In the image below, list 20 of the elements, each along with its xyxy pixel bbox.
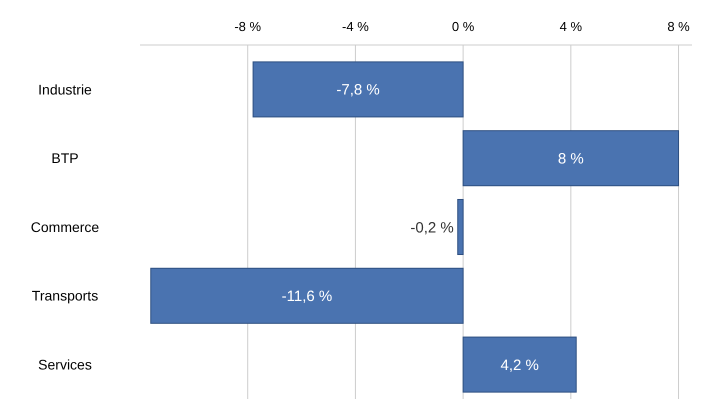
data-label: -0,2 %	[410, 219, 454, 236]
x-tick-label: 8 %	[667, 19, 690, 34]
y-tick-label: BTP	[51, 150, 79, 166]
bar	[150, 268, 464, 324]
data-label: -11,6 %	[282, 288, 332, 306]
x-tick-label: -4 %	[342, 19, 370, 34]
bar	[462, 130, 680, 186]
bar	[252, 61, 464, 118]
y-tick-label: Services	[38, 356, 92, 372]
bar	[462, 336, 577, 393]
x-tick-label: 4 %	[560, 19, 582, 34]
y-tick-label: Transports	[32, 288, 98, 304]
data-label: 8 %	[558, 150, 584, 168]
x-tick-label: -8 %	[234, 19, 262, 34]
data-label: -7,8 %	[336, 82, 380, 99]
x-tick-label: 0 %	[452, 19, 475, 34]
y-tick-label: Commerce	[30, 218, 100, 235]
bar	[457, 198, 464, 256]
y-tick-label: Industrie	[38, 81, 92, 98]
data-label: 4,2 %	[500, 356, 539, 374]
